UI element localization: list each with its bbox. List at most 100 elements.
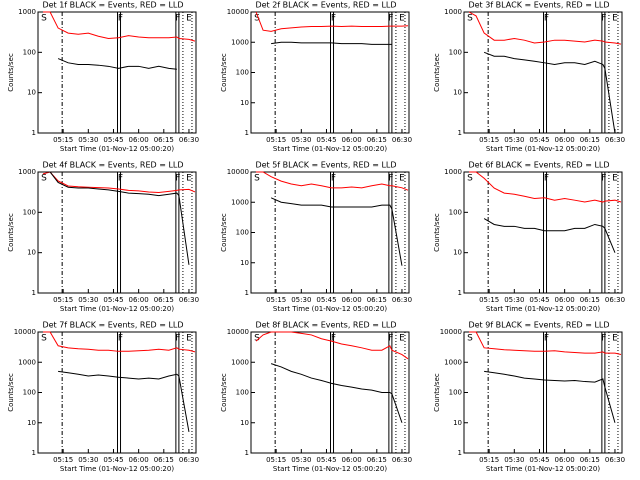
data-line: [256, 171, 409, 191]
data-line: [270, 197, 403, 266]
y-tick-label: 1: [458, 449, 462, 457]
annotation: F: [544, 174, 549, 184]
y-tick-label: 1000: [18, 168, 36, 176]
data-line: [57, 58, 177, 70]
y-tick-label: 10: [453, 249, 462, 257]
y-axis-label: Counts/sec: [433, 373, 441, 412]
x-tick-label: 05:45: [529, 456, 549, 464]
plot-frame: [463, 11, 623, 134]
x-tick-label: 05:30: [78, 136, 98, 144]
y-tick-label: 10000: [227, 8, 249, 16]
x-axis-label: Start Time (01-Nov-12 05:00:20): [486, 305, 600, 313]
y-axis-label: Counts/sec: [7, 53, 15, 92]
x-tick-label: 06:15: [154, 456, 174, 464]
y-tick-label: 10: [240, 99, 249, 107]
x-axis-label: Start Time (01-Nov-12 05:00:20): [486, 465, 600, 473]
annotation: E: [399, 334, 405, 344]
annotation: E: [612, 174, 618, 184]
panel: 1 10 100 1000 10000 05:15 05:30 05:45 06:00 06:15…: [220, 161, 412, 314]
annotation: E: [399, 14, 405, 24]
annotation: S: [254, 334, 260, 344]
panel: 1 10 100 1000 05:15 05:30 05:45 06:00 06:15 06:30…: [433, 1, 625, 154]
x-tick-label: 06:15: [580, 456, 600, 464]
panel: 1 10 100 1000 05:15 05:30 05:45 06:00 06:15 06:30…: [7, 1, 199, 154]
x-tick-label: 06:30: [179, 456, 199, 464]
x-tick-label: 06:15: [367, 136, 387, 144]
x-tick-label: 05:45: [316, 456, 336, 464]
annotation: F: [388, 334, 393, 344]
y-tick-label: 1: [245, 449, 249, 457]
annotation: S: [254, 14, 260, 24]
annotation: S: [41, 334, 47, 344]
data-line: [483, 51, 616, 134]
annotation: F: [601, 334, 606, 344]
y-tick-label: 1000: [444, 358, 462, 366]
x-axis-label: Start Time (01-Nov-12 05:00:20): [273, 145, 387, 153]
y-axis-label: Counts/sec: [7, 213, 15, 252]
annotation: F: [118, 174, 123, 184]
plot-frame: [463, 171, 623, 294]
plot-frame: [37, 171, 197, 294]
y-tick-label: 10: [27, 419, 36, 427]
panel: 1 10 100 1000 10000 05:15 05:30 05:45 06:00 06:15…: [433, 321, 625, 474]
x-tick-label: 05:45: [103, 296, 123, 304]
y-tick-label: 1000: [231, 198, 249, 206]
y-tick-label: 100: [23, 208, 36, 216]
y-tick-label: 1000: [18, 358, 36, 366]
data-line: [255, 331, 409, 360]
annotation: S: [467, 334, 473, 344]
x-tick-label: 05:30: [78, 456, 98, 464]
y-tick-label: 100: [23, 389, 36, 397]
data-line: [271, 41, 392, 45]
x-tick-label: 06:30: [392, 136, 412, 144]
annotation: S: [41, 174, 47, 184]
chart-title: Det 4f BLACK = Events, RED = LLD: [42, 161, 183, 170]
data-line: [484, 370, 616, 423]
x-tick-label: 06:30: [179, 296, 199, 304]
data-line: [58, 370, 190, 432]
annotation: S: [254, 174, 260, 184]
x-tick-label: 05:30: [504, 456, 524, 464]
x-tick-label: 06:15: [367, 456, 387, 464]
annotation: F: [388, 14, 393, 24]
y-tick-label: 1: [32, 129, 36, 137]
x-tick-label: 05:30: [78, 296, 98, 304]
annotation: F: [175, 174, 180, 184]
data-line: [43, 171, 190, 265]
panel: 1 10 100 1000 10000 05:15 05:30 05:45 06:00 06:15…: [220, 321, 412, 474]
annotation: E: [186, 174, 192, 184]
annotation: F: [118, 334, 123, 344]
x-tick-label: 05:15: [53, 456, 73, 464]
x-tick-label: 05:45: [316, 296, 336, 304]
y-tick-label: 10: [27, 249, 36, 257]
x-tick-label: 05:45: [529, 296, 549, 304]
annotation: F: [601, 14, 606, 24]
x-tick-label: 06:30: [179, 136, 199, 144]
x-tick-label: 05:15: [53, 296, 73, 304]
y-axis-label: Counts/sec: [220, 213, 228, 252]
x-tick-label: 06:00: [555, 136, 575, 144]
y-tick-label: 10: [240, 419, 249, 427]
x-tick-label: 05:45: [103, 456, 123, 464]
y-tick-label: 10000: [440, 328, 462, 336]
y-tick-label: 1000: [18, 8, 36, 16]
y-tick-label: 1000: [444, 168, 462, 176]
x-tick-label: 06:15: [154, 296, 174, 304]
y-tick-label: 100: [236, 229, 249, 237]
y-tick-label: 100: [449, 48, 462, 56]
annotation: F: [331, 334, 336, 344]
x-tick-label: 05:15: [479, 136, 499, 144]
x-axis-label: Start Time (01-Nov-12 05:00:20): [486, 145, 600, 153]
annotation: F: [544, 14, 549, 24]
data-line: [468, 11, 622, 45]
x-tick-label: 06:00: [342, 136, 362, 144]
x-tick-label: 05:15: [266, 456, 286, 464]
annotation: F: [388, 174, 393, 184]
y-tick-label: 10: [453, 419, 462, 427]
annotation: E: [399, 174, 405, 184]
annotation: F: [331, 174, 336, 184]
data-line: [469, 171, 622, 203]
